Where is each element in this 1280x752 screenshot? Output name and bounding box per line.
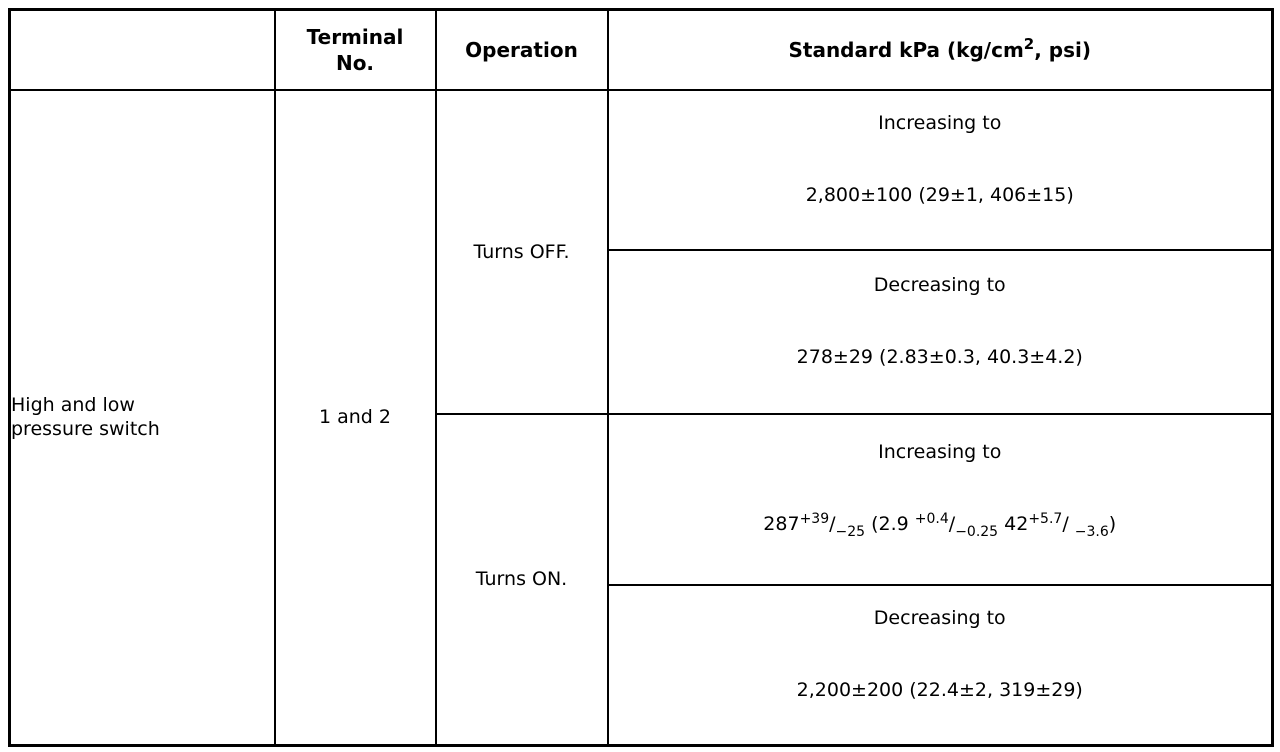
condition-value: 2,800±100 (29±1, 406±15) (806, 183, 1074, 207)
row-off-decreasing: Decreasing to 278±29 (2.83±0.3, 40.3±4.2… (10, 248, 1274, 415)
row-off-increasing: High and low pressure switch 1 and 2 Tur… (8, 88, 1274, 747)
pressure-switch-spec-table: Terminal No. Operation Standard kPa (kg/… (8, 8, 1274, 747)
terminal-label: 1 and 2 (318, 406, 391, 429)
text-part: +0.4 (914, 511, 949, 527)
text-part: / (948, 513, 956, 535)
text-part: / (1062, 513, 1075, 535)
operation-on-label: Turns ON. (475, 568, 568, 591)
condition-block: Increasing to 287+39/−25 (2.9 +0.4/−0.25… (609, 440, 1272, 558)
text-part: 2,800±100 (29±1, 406±15) (805, 183, 1074, 206)
condition-value: 278±29 (2.83±0.3, 40.3±4.2) (797, 345, 1083, 369)
condition-direction: Decreasing to (873, 273, 1006, 296)
operation-cell-on: Turns ON. (434, 412, 609, 747)
device-cell: High and low pressure switch (8, 88, 276, 747)
operation-cell-off: Turns OFF. (434, 88, 609, 415)
standard-cell-off-decreasing: Decreasing to 278±29 (2.83±0.3, 40.3±4.2… (606, 248, 1274, 415)
condition-direction: Increasing to (878, 441, 1002, 463)
text-part: −3.6 (1074, 524, 1109, 540)
text-part: 287 (763, 513, 800, 535)
text-part: ) (1108, 513, 1117, 535)
condition-block: Increasing to 2,800±100 (29±1, 406±15) (609, 111, 1272, 229)
condition-block: Decreasing to 2,200±200 (22.4±2, 319±29) (609, 606, 1272, 724)
operation-off-label: Turns OFF. (473, 240, 570, 263)
text-part: 2 (1023, 34, 1035, 53)
header-standard-label: Standard kPa (kg/cm2, psi) (788, 34, 1091, 62)
text-part: (2.9 (865, 513, 915, 535)
header-terminal-no: Terminal No. (273, 8, 437, 91)
header-row: Terminal No. Operation Standard kPa (kg/… (8, 8, 1274, 91)
condition-value: 287+39/−25 (2.9 +0.4/−0.25 42+5.7/ −3.6) (763, 511, 1117, 539)
standard-cell-on-decreasing: Decreasing to 2,200±200 (22.4±2, 319±29) (606, 583, 1274, 747)
text-part: , psi) (1034, 37, 1091, 62)
text-part: 2,200±200 (22.4±2, 319±29) (796, 678, 1083, 701)
device-label: High and low pressure switch (11, 394, 160, 441)
text-part: +5.7 (1028, 511, 1063, 527)
row-on-increasing: Turns ON. Increasing to 287+39/−25 (2.9 … (10, 412, 1274, 747)
text-part: −0.25 (955, 524, 999, 540)
text-part: +39 (799, 511, 830, 527)
standard-cell-off-increasing: Increasing to 2,800±100 (29±1, 406±15) (606, 88, 1274, 251)
standard-cell-on-increasing: Increasing to 287+39/−25 (2.9 +0.4/−0.25… (606, 412, 1274, 586)
header-terminal-no-label: Terminal No. (306, 24, 404, 75)
header-operation: Operation (434, 8, 609, 91)
condition-direction: Increasing to (878, 111, 1002, 134)
terminal-cell: 1 and 2 (273, 88, 437, 747)
row-on-decreasing: Decreasing to 2,200±200 (22.4±2, 319±29) (10, 583, 1274, 747)
header-standard: Standard kPa (kg/cm2, psi) (606, 8, 1274, 91)
condition-direction: Decreasing to (873, 606, 1006, 629)
text-part: 42 (998, 513, 1029, 535)
text-part: 278±29 (2.83±0.3, 40.3±4.2) (796, 345, 1083, 368)
text-part: Standard kPa (kg/cm (788, 37, 1024, 62)
condition-value: 2,200±200 (22.4±2, 319±29) (797, 678, 1083, 702)
header-device-empty (8, 8, 276, 91)
text-part: −25 (835, 524, 866, 540)
header-operation-label: Operation (465, 37, 578, 62)
text-part: / (829, 513, 836, 535)
condition-block: Decreasing to 278±29 (2.83±0.3, 40.3±4.2… (609, 273, 1272, 391)
